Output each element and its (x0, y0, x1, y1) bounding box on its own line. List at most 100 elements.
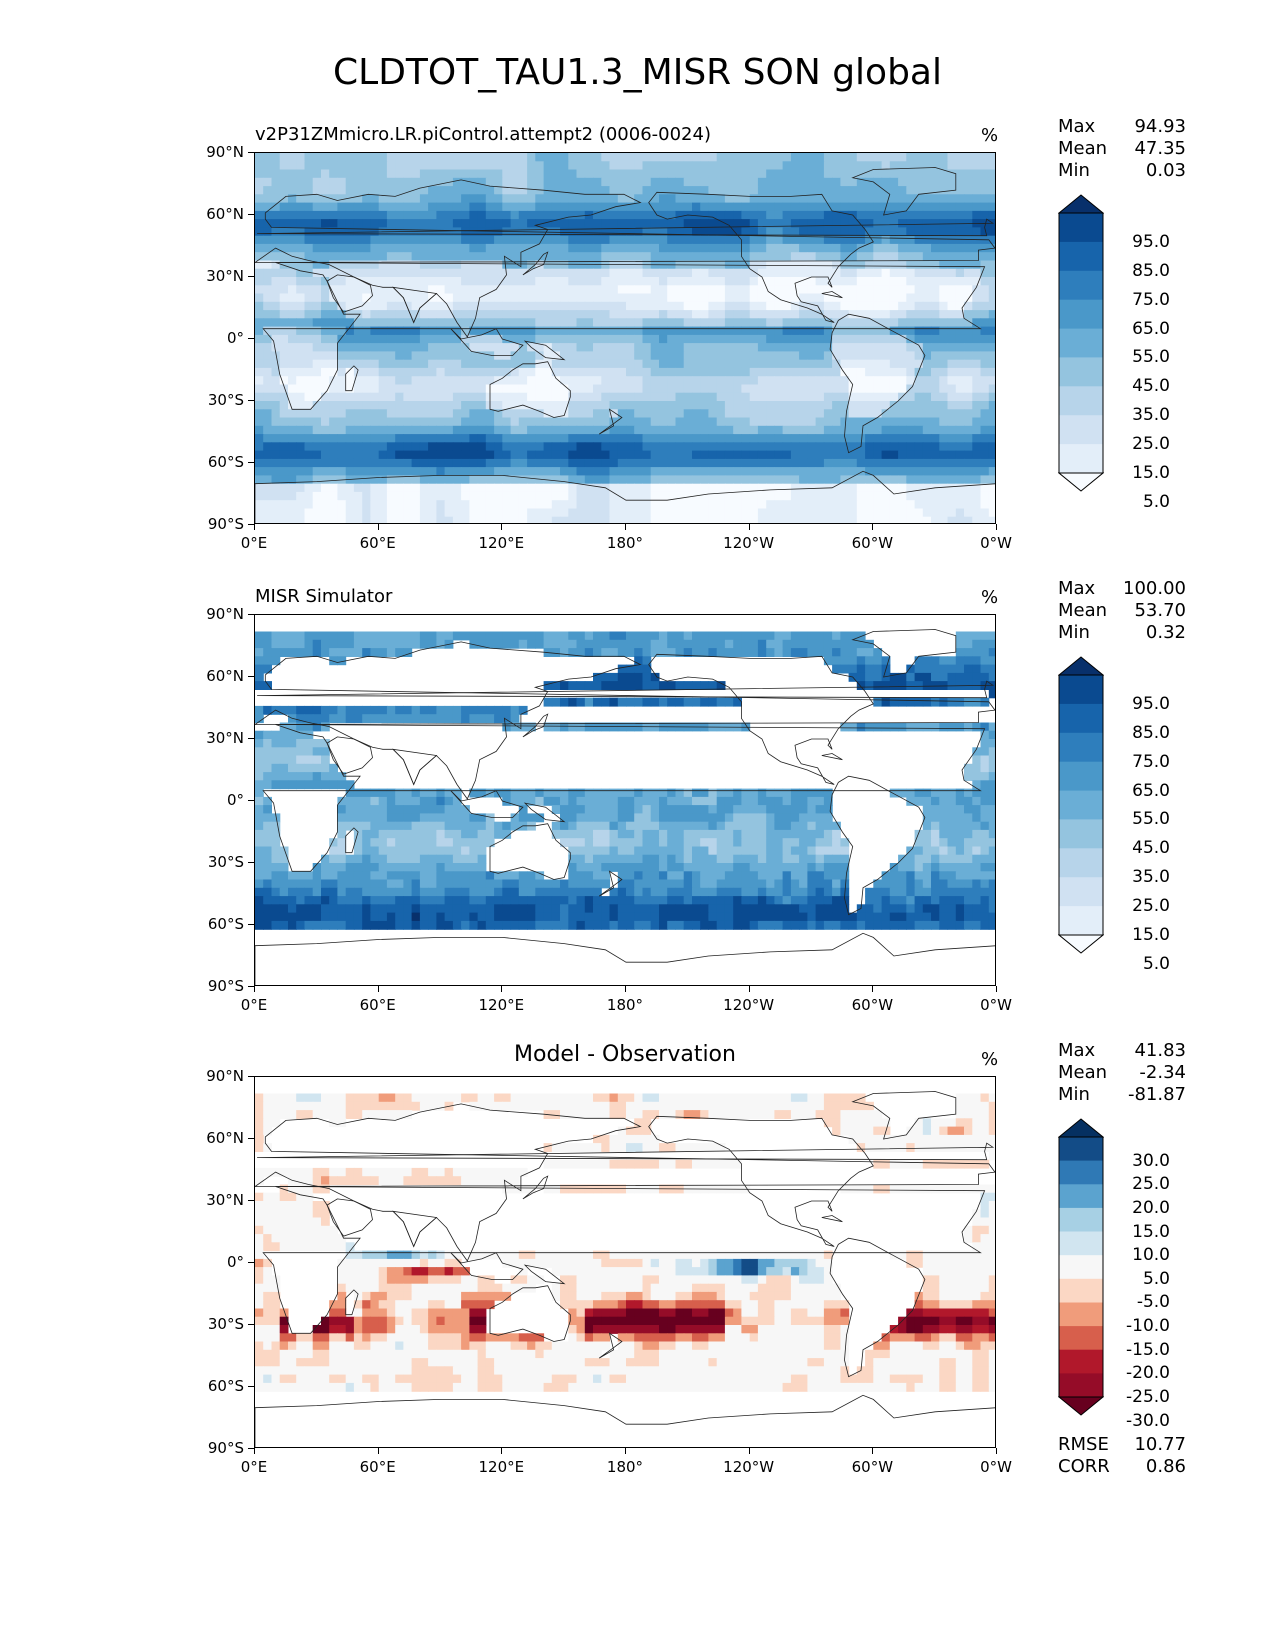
heatmap-cell (749, 161, 759, 171)
heatmap-cell (502, 705, 512, 715)
heatmap-cell (419, 458, 429, 468)
heatmap-cell (518, 442, 528, 452)
heatmap-cell (782, 639, 792, 649)
heatmap-cell (419, 392, 429, 402)
heatmap-cell (477, 813, 487, 823)
heatmap-cell (263, 409, 272, 419)
heatmap-cell (815, 491, 825, 501)
heatmap-cell (502, 169, 512, 179)
heatmap-cell (848, 334, 858, 344)
heatmap-cell (461, 219, 470, 228)
heatmap-cell (955, 186, 965, 195)
heatmap-cell (774, 805, 784, 814)
heatmap-cell (774, 516, 784, 523)
heatmap-cell (403, 788, 413, 798)
heatmap-cell (337, 310, 347, 319)
heatmap-cell (436, 805, 446, 814)
heatmap-cell (296, 243, 305, 253)
heatmap-cell (411, 384, 421, 394)
heatmap-cell (568, 285, 578, 295)
heatmap-cell (304, 483, 314, 493)
heatmap-cell (419, 516, 429, 523)
heatmap-cell (988, 475, 995, 485)
heatmap-cell (304, 318, 314, 328)
heatmap-cell (832, 442, 841, 452)
heatmap-cell (683, 186, 693, 195)
heatmap-cell (353, 500, 363, 510)
heatmap-cell (766, 631, 775, 641)
heatmap-cell (807, 458, 817, 468)
heatmap-cell (856, 277, 866, 286)
heatmap-cell (395, 500, 404, 510)
heatmap-cell (823, 359, 833, 369)
heatmap-cell (947, 153, 957, 162)
heatmap-cell (576, 425, 586, 435)
heatmap-cell (436, 318, 446, 328)
heatmap-cell (288, 161, 297, 171)
heatmap-cell (263, 194, 272, 204)
heatmap-cell (485, 310, 495, 319)
heatmap-cell (840, 194, 850, 204)
heatmap-cell (502, 631, 512, 641)
heatmap-cell (807, 450, 817, 460)
heatmap-cell (518, 277, 528, 286)
heatmap-cell (716, 450, 726, 460)
heatmap-cell (518, 293, 528, 303)
heatmap-cell (296, 161, 305, 171)
heatmap-cell (733, 161, 742, 171)
heatmap-cell (321, 500, 330, 510)
heatmap-cell (898, 310, 907, 319)
heatmap-cell (609, 351, 619, 361)
heatmap-cell (840, 450, 850, 460)
heatmap-cell (683, 301, 693, 311)
heatmap-cell (832, 401, 841, 410)
heatmap-cell (865, 434, 874, 443)
heatmap-cell (337, 409, 347, 419)
heatmap-cell (584, 186, 594, 195)
heatmap-cell (527, 722, 536, 732)
heatmap-cell (510, 235, 520, 245)
heatmap-cell (560, 458, 569, 468)
heatmap-cell (724, 409, 734, 419)
heatmap-cell (799, 467, 808, 476)
heatmap-cell (527, 384, 536, 394)
heatmap-cell (593, 260, 602, 270)
heatmap-cell (716, 434, 726, 443)
heatmap-cell (741, 301, 751, 311)
heatmap-cell (395, 508, 404, 518)
heatmap-cell (757, 334, 767, 344)
heatmap-cell (922, 417, 932, 427)
heatmap-cell (362, 813, 371, 823)
heatmap-cell (378, 186, 388, 195)
heatmap-cell (988, 516, 995, 523)
heatmap-cell (757, 326, 767, 336)
heatmap-cell (411, 516, 421, 523)
heatmap-cell (527, 434, 536, 443)
heatmap-cell (757, 268, 767, 278)
heatmap-cell (386, 293, 396, 303)
heatmap-cell (386, 194, 396, 204)
heatmap-cell (543, 631, 553, 641)
heatmap-cell (741, 169, 751, 179)
heatmap-cell (939, 367, 949, 377)
heatmap-cell (972, 450, 982, 460)
heatmap-cell (255, 260, 264, 270)
heatmap-cell (312, 417, 322, 427)
heatmap-cell (436, 450, 446, 460)
heatmap-cell (832, 202, 841, 212)
heatmap-cell (757, 458, 767, 468)
heatmap-cell (700, 384, 709, 394)
heatmap-cell (617, 467, 627, 476)
heatmap-cell (881, 359, 891, 369)
heatmap-cell (386, 351, 396, 361)
heatmap-cell (337, 491, 347, 501)
heatmap-cell (931, 516, 940, 523)
heatmap-cell (593, 508, 602, 518)
heatmap-cell (856, 285, 866, 295)
heatmap-cell (568, 260, 578, 270)
heatmap-cell (428, 169, 437, 179)
heatmap-cell (527, 516, 536, 523)
heatmap-cell (873, 285, 883, 295)
heatmap-cell (650, 326, 660, 336)
heatmap-cell (889, 788, 899, 798)
